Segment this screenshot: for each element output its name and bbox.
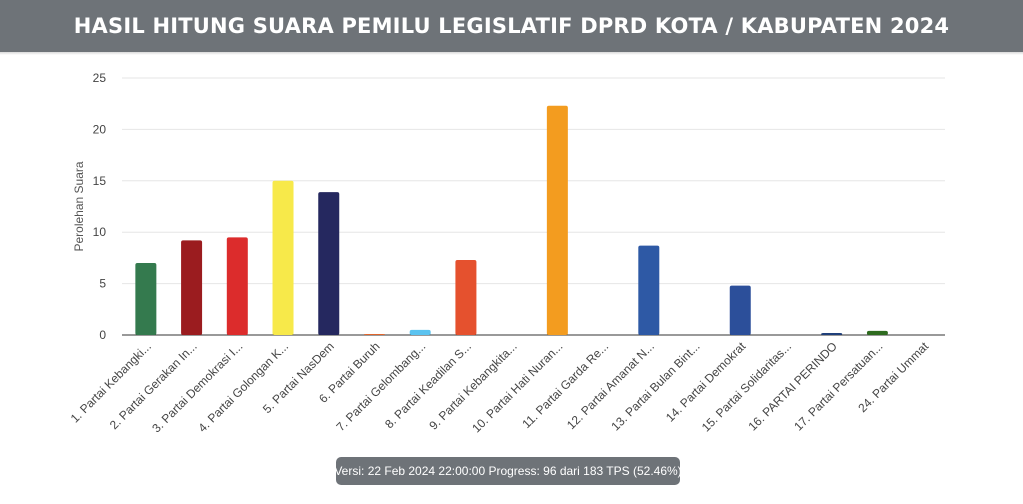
x-tick-label: 16. PARTAI PERINDO: [746, 339, 840, 433]
y-tick-label: 15: [93, 174, 107, 188]
bar: [409, 329, 431, 335]
y-tick-label: 20: [93, 122, 107, 136]
x-tick-label: 4. Partai Golongan K...: [195, 339, 291, 435]
bar: [729, 285, 751, 335]
x-tick-label: 3. Partai Demokrasi I...: [149, 339, 245, 435]
bar: [135, 263, 157, 335]
x-tick-label: 1. Partai Kebangki...: [68, 339, 154, 425]
x-tick-label: 9. Partai Kebangkita...: [426, 339, 519, 432]
bar: [181, 240, 203, 335]
x-tick-label: 12. Partai Amanat N...: [564, 339, 657, 432]
bar: [638, 245, 660, 335]
header-shadow: [0, 52, 1023, 55]
bar: [226, 237, 248, 335]
bar: [455, 259, 477, 335]
page-title: HASIL HITUNG SUARA PEMILU LEGISLATIF DPR…: [73, 14, 950, 38]
bar: [272, 180, 294, 335]
version-progress-badge: Versi: 22 Feb 2024 22:00:00 Progress: 96…: [334, 457, 682, 485]
y-tick-label: 10: [93, 225, 107, 239]
x-tick-label: 7. Partai Gelombang...: [334, 339, 429, 434]
y-tick-label: 0: [99, 328, 106, 342]
bar: [821, 332, 843, 335]
bar: [363, 333, 385, 335]
bar: [866, 330, 888, 335]
x-tick-label: 2. Partai Gerakan In...: [107, 339, 200, 432]
x-tick-label: 10. Partai Hati Nuran...: [469, 339, 565, 435]
y-tick-label: 5: [99, 277, 106, 291]
bar: [546, 105, 568, 335]
x-tick-label: 8. Partai Keadilan S...: [382, 339, 474, 431]
y-axis-label: Perolehan Suara: [72, 161, 86, 251]
x-tick-label: 15. Partai Solidaritas...: [699, 339, 794, 434]
x-tick-label: 14. Partai Demokrat: [663, 339, 749, 425]
x-tick-label: 17. Partai Persatuan...: [791, 339, 885, 433]
y-tick-label: 25: [93, 71, 107, 85]
bar: [318, 192, 340, 335]
page-header: HASIL HITUNG SUARA PEMILU LEGISLATIF DPR…: [0, 0, 1023, 52]
x-tick-label: 11. Partai Garda Re...: [519, 339, 611, 431]
x-tick-label: 13. Partai Bulan Bint...: [608, 339, 702, 433]
